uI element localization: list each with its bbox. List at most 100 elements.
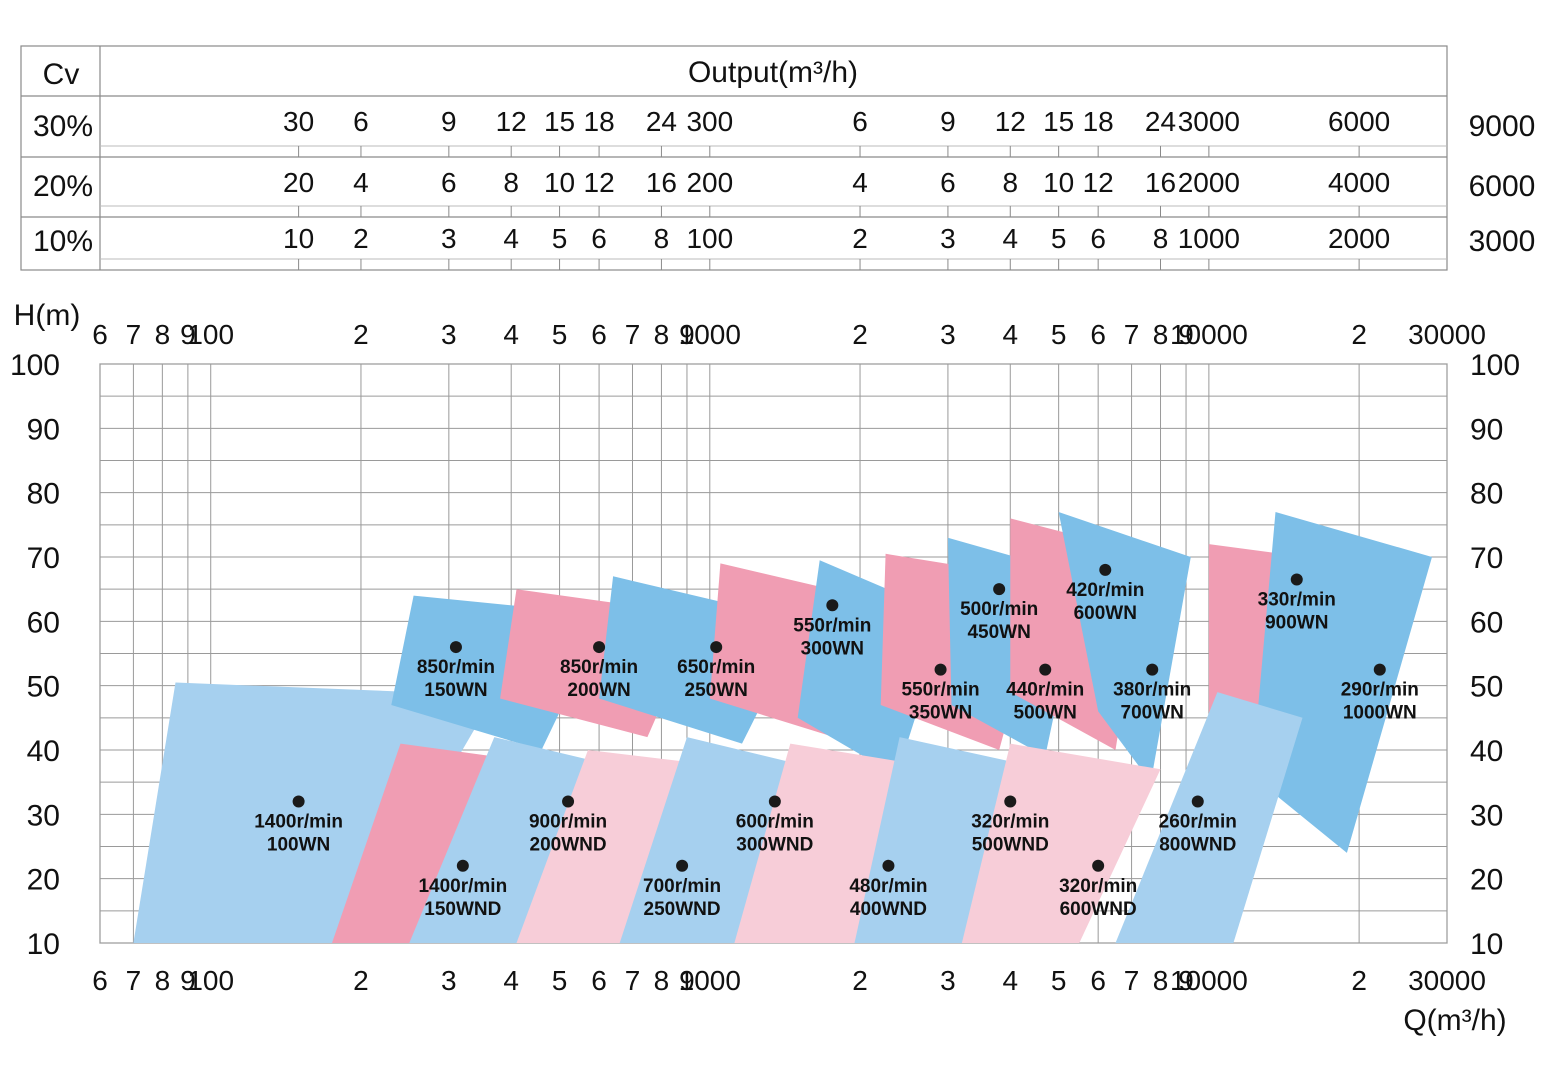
x-tick-label-bottom: 5 <box>1051 965 1067 996</box>
output-value: 12 <box>1083 167 1114 198</box>
plot-area: 1400r/min100WN850r/min150WN850r/min200WN… <box>10 299 1520 1037</box>
region-model-label: 600WND <box>1060 899 1137 920</box>
output-value: 16 <box>1145 167 1176 198</box>
x-tick-label-bottom: 8 <box>1153 965 1169 996</box>
region-dot <box>1004 795 1017 808</box>
output-value: 20 <box>283 167 314 198</box>
region-dot <box>934 663 947 676</box>
cv-percent-label: 20% <box>33 170 93 203</box>
output-value: 100 <box>686 223 733 254</box>
region-model-label: 200WND <box>530 834 607 855</box>
region-speed-label: 900r/min <box>529 811 607 832</box>
output-value: 2000 <box>1178 167 1240 198</box>
region-model-label: 1000WN <box>1343 703 1417 724</box>
output-value: 4 <box>852 167 868 198</box>
x-tick-label-top: 6 <box>591 319 607 350</box>
x-tick-label-top: 8 <box>1153 319 1169 350</box>
region-dot <box>593 641 606 654</box>
x-tick-label-bottom: 8 <box>155 965 171 996</box>
cv-label: Cv <box>43 58 80 91</box>
x-tick-label-top: 4 <box>503 319 519 350</box>
region-dot <box>1146 663 1159 676</box>
x-tick-label-top: 7 <box>1124 319 1140 350</box>
region-dot <box>768 795 781 808</box>
y-tick-label-right: 20 <box>1470 864 1503 897</box>
region-dot <box>993 583 1006 596</box>
region-speed-label: 550r/min <box>793 615 871 636</box>
x-tick-label-top: 8 <box>155 319 171 350</box>
region-model-label: 500WN <box>1014 703 1077 724</box>
region-model-label: 250WN <box>685 680 748 701</box>
output-value: 2000 <box>1328 223 1390 254</box>
x-tick-label-top: 10000 <box>1170 319 1248 350</box>
region-dot <box>449 641 462 654</box>
x-tick-label-top: 9 <box>1178 319 1194 350</box>
region-600WND <box>961 743 1161 943</box>
x-tick-label-bottom: 7 <box>625 965 641 996</box>
output-label: Output(m³/h) <box>688 56 858 89</box>
output-value: 9 <box>441 106 457 137</box>
output-value: 6 <box>591 223 607 254</box>
region-model-label: 200WN <box>567 680 630 701</box>
x-tick-label-bottom: 9 <box>679 965 695 996</box>
region-model-label: 300WN <box>801 638 864 659</box>
region-speed-label: 650r/min <box>677 657 755 678</box>
x-tick-label-top: 3 <box>441 319 457 350</box>
output-value: 15 <box>1043 106 1074 137</box>
region-dot <box>882 859 895 872</box>
x-tick-label-bottom: 2 <box>852 965 868 996</box>
output-value: 12 <box>584 167 615 198</box>
region-speed-label: 330r/min <box>1258 590 1336 611</box>
x-tick-label-top: 2 <box>353 319 369 350</box>
output-value: 12 <box>496 106 527 137</box>
y-tick-label-right: 50 <box>1470 671 1503 704</box>
x-tick-label-bottom: 7 <box>1124 965 1140 996</box>
x-tick-label-bottom: 5 <box>552 965 568 996</box>
output-value: 5 <box>1051 223 1067 254</box>
region-speed-label: 320r/min <box>971 811 1049 832</box>
x-tick-label-top: 2 <box>852 319 868 350</box>
x-tick-label-bottom: 2 <box>1351 965 1367 996</box>
x-tick-label-top: 6 <box>92 319 108 350</box>
y-tick-label-left: 40 <box>27 735 60 768</box>
region-1000WN <box>1252 512 1432 853</box>
x-tick-label-bottom: 100 <box>187 965 234 996</box>
output-value: 10 <box>283 223 314 254</box>
x-tick-label-top: 4 <box>1002 319 1018 350</box>
region-800WND <box>1115 692 1303 943</box>
x-tick-label-bottom: 9 <box>1178 965 1194 996</box>
y-axis-title: H(m) <box>14 299 81 332</box>
region-dot <box>676 859 689 872</box>
x-tick-label-top: 5 <box>552 319 568 350</box>
output-value: 8 <box>503 167 519 198</box>
region-model-label: 100WN <box>267 834 330 855</box>
y-tick-label-left: 30 <box>27 799 60 832</box>
cv-percent-label: 30% <box>33 110 93 143</box>
y-tick-label-right: 30 <box>1470 799 1503 832</box>
region-speed-label: 600r/min <box>736 811 814 832</box>
y-tick-label-left: 90 <box>27 413 60 446</box>
y-tick-label-right: 70 <box>1470 542 1503 575</box>
region-dot <box>1092 859 1105 872</box>
x-tick-label-bottom: 7 <box>126 965 142 996</box>
y-tick-label-left: 50 <box>27 671 60 704</box>
y-tick-label-left: 100 <box>10 349 60 382</box>
region-speed-label: 700r/min <box>643 876 721 897</box>
output-value: 4 <box>1002 223 1018 254</box>
output-value: 6 <box>940 167 956 198</box>
y-tick-label-left: 60 <box>27 606 60 639</box>
output-value: 9 <box>940 106 956 137</box>
x-tick-label-top: 7 <box>625 319 641 350</box>
row-right-value: 6000 <box>1469 170 1536 203</box>
region-model-label: 700WN <box>1121 703 1184 724</box>
region-dot <box>562 795 575 808</box>
row-right-value: 3000 <box>1469 225 1536 258</box>
region-model-label: 450WN <box>967 622 1030 643</box>
output-value: 6 <box>852 106 868 137</box>
region-speed-label: 1400r/min <box>418 876 507 897</box>
region-speed-label: 1400r/min <box>254 811 343 832</box>
region-model-label: 800WND <box>1159 834 1236 855</box>
y-tick-label-left: 80 <box>27 478 60 511</box>
